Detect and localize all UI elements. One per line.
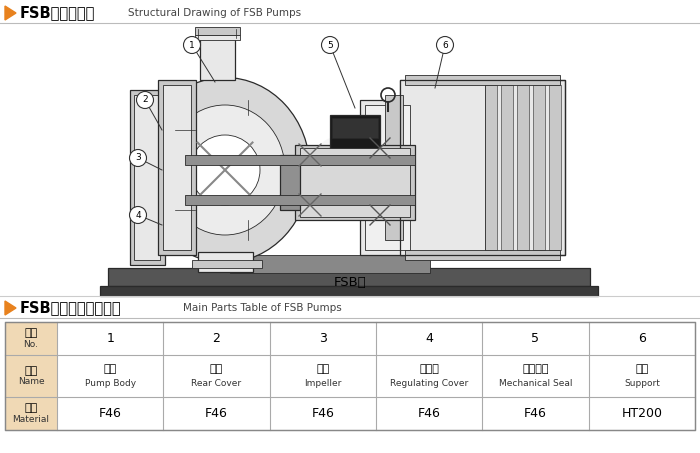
Bar <box>405 75 560 85</box>
Text: 6: 6 <box>638 332 646 345</box>
Bar <box>5 322 695 430</box>
Bar <box>185 195 415 205</box>
Circle shape <box>130 149 146 167</box>
Text: FSB: FSB <box>237 135 463 236</box>
Bar <box>400 80 565 255</box>
Bar <box>400 80 565 255</box>
Bar <box>365 105 410 250</box>
Text: 调整盖: 调整盖 <box>419 364 439 374</box>
Text: Support: Support <box>624 379 660 387</box>
Text: 泵体: 泵体 <box>104 364 117 374</box>
Bar <box>5 322 695 430</box>
Text: Pump Body: Pump Body <box>85 379 136 387</box>
Bar <box>163 85 191 250</box>
Circle shape <box>136 92 153 109</box>
Bar <box>100 286 598 296</box>
Text: Material: Material <box>13 415 50 424</box>
Bar <box>108 268 590 286</box>
Text: No.: No. <box>24 340 38 349</box>
Bar <box>195 35 240 40</box>
Bar <box>400 80 485 255</box>
Bar <box>198 252 253 272</box>
Bar <box>533 85 545 250</box>
Bar <box>332 118 378 138</box>
Text: 后盖: 后盖 <box>210 364 223 374</box>
Bar <box>5 355 57 397</box>
Text: 3: 3 <box>135 154 141 163</box>
Bar <box>517 85 529 250</box>
Text: 6: 6 <box>442 40 448 49</box>
Text: FSB型泵结构图: FSB型泵结构图 <box>20 5 95 20</box>
Text: F46: F46 <box>312 407 335 420</box>
Bar <box>5 397 57 430</box>
Bar <box>549 85 561 250</box>
Ellipse shape <box>165 105 285 235</box>
Text: F46: F46 <box>524 407 547 420</box>
Circle shape <box>130 207 146 223</box>
Text: 序号: 序号 <box>25 328 38 338</box>
Text: 5: 5 <box>327 40 333 49</box>
Bar <box>485 85 497 250</box>
Bar <box>134 95 160 260</box>
Text: 4: 4 <box>425 332 433 345</box>
Text: Name: Name <box>18 377 44 386</box>
Text: 1: 1 <box>189 40 195 49</box>
Polygon shape <box>5 6 16 20</box>
Bar <box>295 145 415 220</box>
Bar <box>195 27 240 35</box>
Text: Regulating Cover: Regulating Cover <box>390 379 468 387</box>
Text: Main Parts Table of FSB Pumps: Main Parts Table of FSB Pumps <box>183 303 342 313</box>
Bar <box>330 115 380 170</box>
Polygon shape <box>5 301 16 315</box>
Text: 叶轮: 叶轮 <box>316 364 330 374</box>
Bar <box>5 322 57 355</box>
Bar <box>185 155 415 165</box>
Ellipse shape <box>190 135 260 205</box>
Bar <box>280 155 300 210</box>
Bar <box>300 148 410 217</box>
Bar <box>501 85 513 250</box>
Text: 材料: 材料 <box>25 404 38 414</box>
Text: FSB型泵主要零部件表: FSB型泵主要零部件表 <box>20 300 122 315</box>
Bar <box>130 90 165 265</box>
Circle shape <box>183 37 200 53</box>
Bar <box>385 95 403 240</box>
Text: Structural Drawing of FSB Pumps: Structural Drawing of FSB Pumps <box>128 8 301 18</box>
Text: Impeller: Impeller <box>304 379 342 387</box>
Text: 3: 3 <box>319 332 327 345</box>
Text: F46: F46 <box>418 407 440 420</box>
Text: FSB型: FSB型 <box>334 276 366 289</box>
Text: 1: 1 <box>106 332 114 345</box>
Circle shape <box>321 37 339 53</box>
Bar <box>192 260 262 268</box>
Bar <box>405 250 560 260</box>
Bar <box>200 30 235 80</box>
Text: 2: 2 <box>213 332 220 345</box>
Bar <box>360 100 415 255</box>
Text: 2: 2 <box>142 96 148 105</box>
Text: 5: 5 <box>531 332 540 345</box>
Text: 名称: 名称 <box>25 366 38 376</box>
Circle shape <box>437 37 454 53</box>
Ellipse shape <box>140 77 310 262</box>
Bar <box>230 255 430 273</box>
Text: HT200: HT200 <box>622 407 662 420</box>
Text: Mechanical Seal: Mechanical Seal <box>498 379 573 387</box>
Text: 机封密封: 机封密封 <box>522 364 549 374</box>
Text: 支架: 支架 <box>635 364 648 374</box>
Bar <box>158 80 196 255</box>
Text: F46: F46 <box>205 407 228 420</box>
Text: Rear Cover: Rear Cover <box>191 379 242 387</box>
Text: 4: 4 <box>135 211 141 220</box>
Text: F46: F46 <box>99 407 122 420</box>
